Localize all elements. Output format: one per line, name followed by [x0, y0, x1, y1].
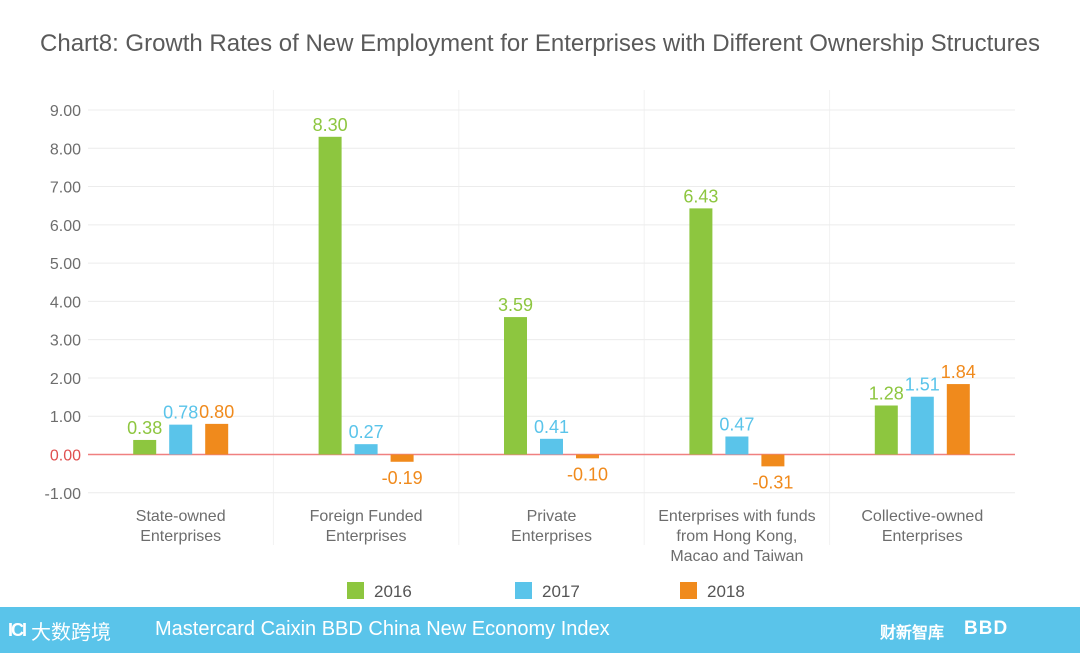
caixin-insight-logo: 财新智库: [880, 625, 945, 642]
y-tick-label: 8.00: [50, 141, 81, 158]
category-label: Foreign Funded: [310, 508, 423, 525]
data-label: 0.38: [127, 418, 162, 438]
bar-2017: [910, 396, 934, 455]
y-tick-label: 4.00: [50, 294, 81, 311]
bar-chart: 9.00 8.00 7.00 6.00 5.00 4.00 3.00 2.00 1.00 0.00…: [45, 90, 1015, 601]
bar-2018: [205, 423, 229, 455]
bar-2017: [540, 438, 563, 455]
bar-2018: [761, 454, 785, 467]
bar-2018: [390, 454, 414, 462]
category-label: Enterprises: [511, 528, 592, 545]
y-tick-label: -1.00: [45, 486, 82, 503]
footer-brand-logo: ICI 大数跨境: [8, 615, 111, 645]
y-tick-label: 0.00: [50, 448, 81, 465]
category-label: from Hong Kong,: [676, 528, 797, 545]
bbd-logo: BBD: [964, 618, 1009, 639]
legend-label: 2018: [707, 582, 745, 601]
data-label: 8.30: [313, 115, 348, 135]
data-label: -0.10: [567, 464, 608, 484]
bar-2016: [504, 317, 527, 455]
legend-label: 2017: [542, 582, 580, 601]
category-label: Enterprises: [140, 528, 221, 545]
category-label: Enterprises: [882, 528, 963, 545]
data-label: 1.84: [941, 362, 976, 382]
category-label: Collective-owned: [861, 508, 983, 525]
footer-bar: ICI 大数跨境 Mastercard Caixin BBD China New…: [0, 607, 1080, 653]
bar-2016: [874, 405, 898, 455]
data-label: 0.80: [199, 402, 234, 422]
data-label: 1.28: [869, 384, 904, 404]
category-label: State-owned: [136, 508, 226, 525]
y-tick-label: 7.00: [50, 180, 81, 197]
y-tick-label: 3.00: [50, 333, 81, 350]
data-label: -0.31: [752, 472, 793, 492]
bar-2016: [133, 439, 157, 455]
data-label: 0.27: [349, 422, 384, 442]
footer-title: Mastercard Caixin BBD China New Economy …: [155, 618, 610, 640]
chart-title: Chart8: Growth Rates of New Employment f…: [40, 30, 1040, 57]
data-label: -0.19: [382, 468, 423, 488]
y-tick-label: 5.00: [50, 256, 81, 273]
data-label: 3.59: [498, 295, 533, 315]
y-tick-label: 2.00: [50, 371, 81, 388]
data-label: 6.43: [683, 186, 718, 206]
data-label: 1.51: [905, 375, 940, 395]
legend-label: 2016: [374, 582, 412, 601]
y-tick-label: 6.00: [50, 218, 81, 235]
category-label: Enterprises: [326, 528, 407, 545]
bar-2016: [318, 136, 342, 455]
y-tick-label: 9.00: [50, 103, 81, 120]
category-label: Macao and Taiwan: [670, 548, 803, 565]
legend-swatch-2018: [680, 582, 697, 599]
bar-2018: [576, 454, 599, 459]
brand-name-cn: 大数跨境: [31, 621, 112, 644]
category-label: Enterprises with funds: [658, 508, 815, 525]
data-label: 0.41: [534, 417, 569, 437]
data-label: 0.78: [163, 403, 198, 423]
bar-2017: [169, 424, 193, 455]
legend-swatch-2016: [347, 582, 364, 599]
bar-2018: [946, 384, 970, 455]
bar-2017: [725, 436, 749, 455]
category-label: Private: [527, 508, 577, 525]
brand-mark-icon: ICI: [8, 619, 27, 640]
legend-swatch-2017: [515, 582, 532, 599]
y-tick-label: 1.00: [50, 409, 81, 426]
bar-2016: [689, 208, 713, 455]
data-label: 0.47: [719, 415, 754, 435]
bar-2017: [354, 444, 378, 455]
